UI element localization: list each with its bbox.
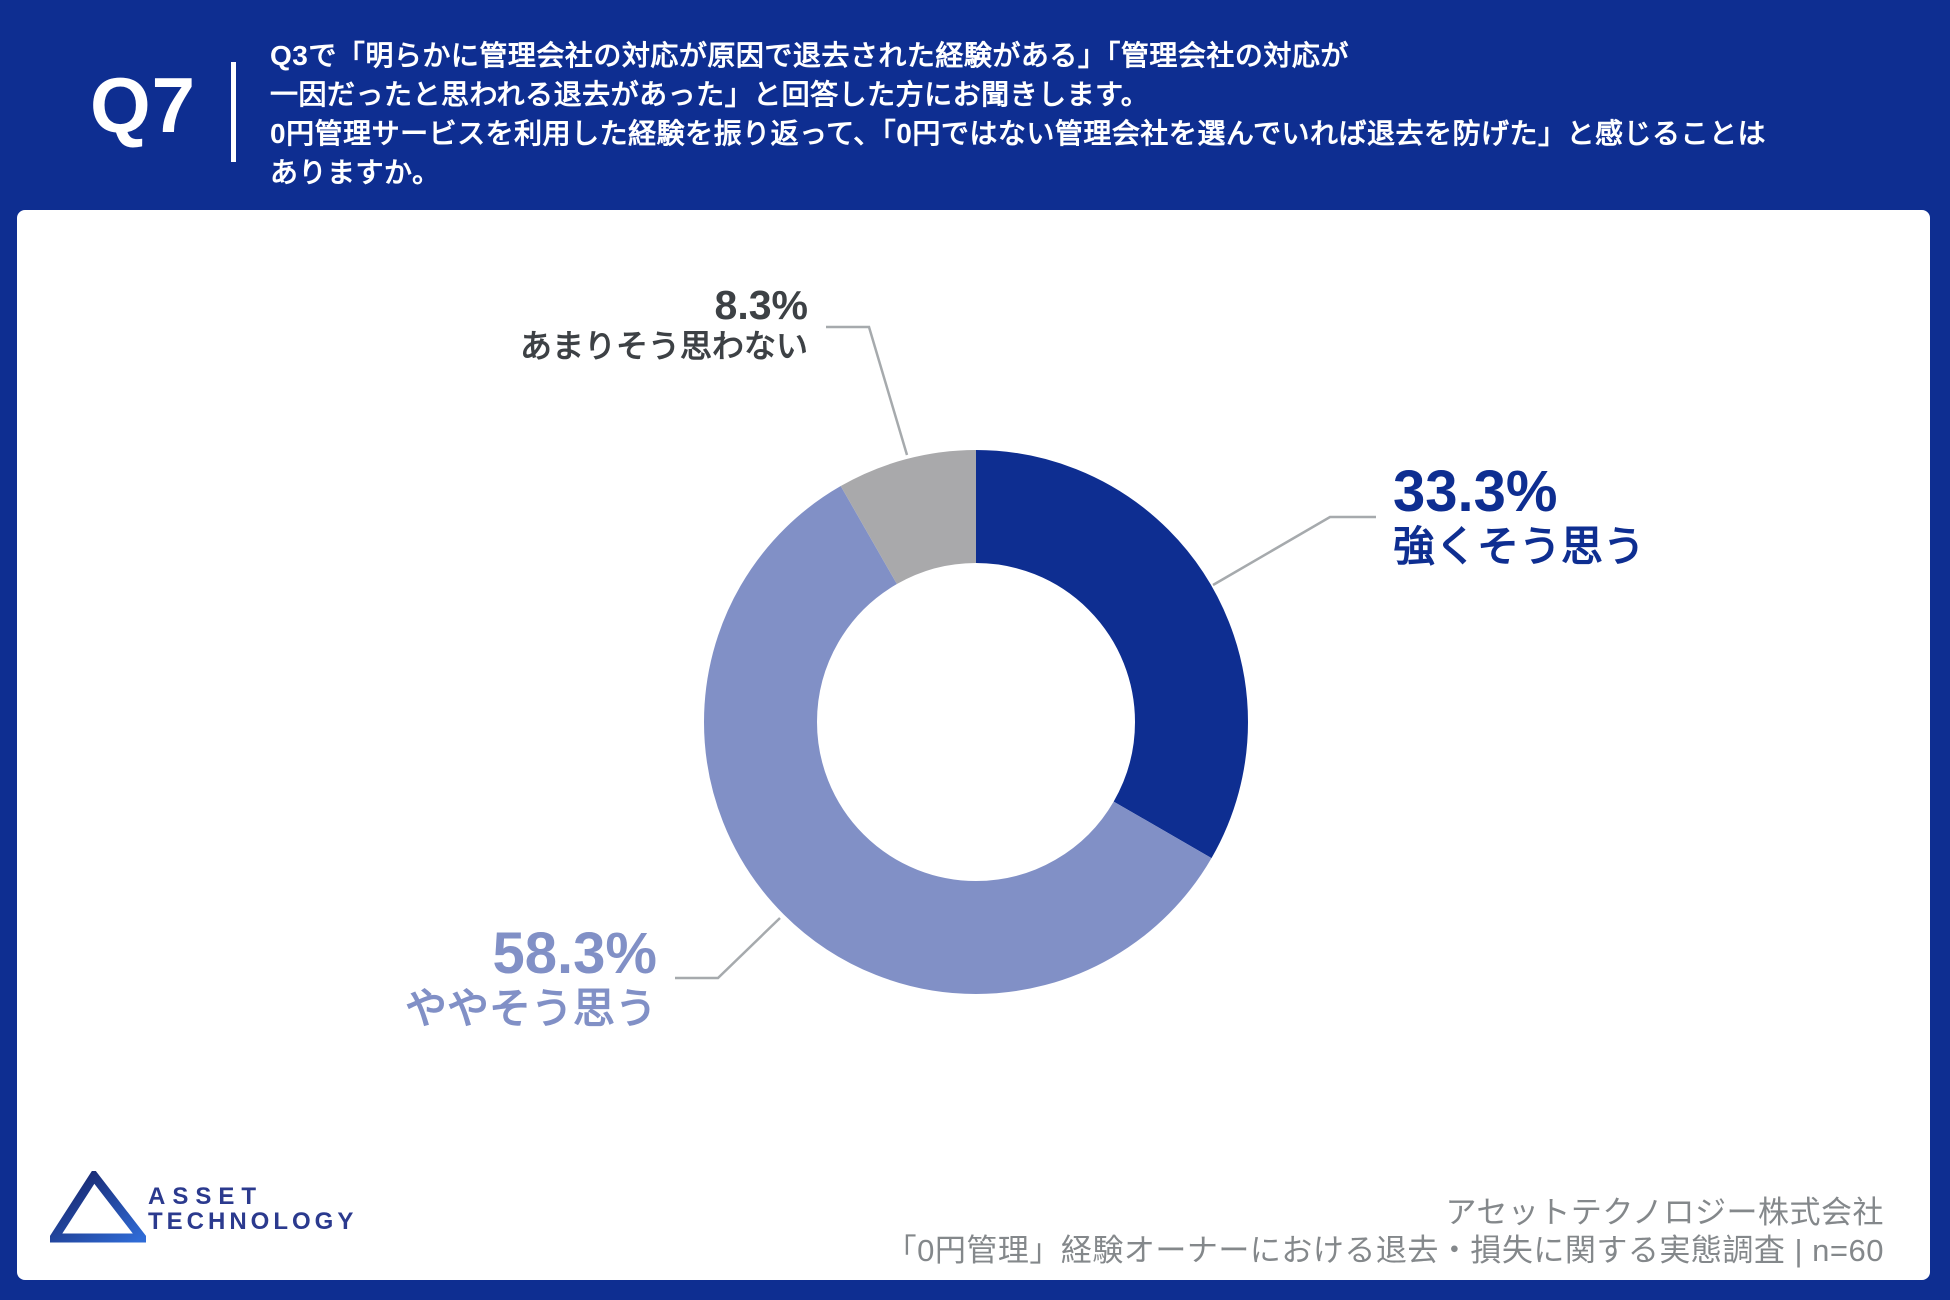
callout-percent: 33.3% — [1393, 459, 1558, 524]
callout-category: ややそう思う — [404, 985, 657, 1032]
callout-category: あまりそう思わない — [519, 328, 808, 364]
question-text-line: Q3で「明らかに管理会社の対応が原因で退去された経験がある」「管理会社の対応が — [270, 40, 1349, 71]
source-company: アセットテクノロジー株式会社 — [1445, 1195, 1884, 1230]
source-note: アセットテクノロジー株式会社 「0円管理」経験オーナーにおける退去・損失に関する… — [886, 1194, 1884, 1270]
question-number: Q7 — [90, 61, 197, 149]
logo-line2: TECHNOLOGY — [148, 1208, 358, 1235]
logo-line1: ASSET — [148, 1183, 264, 1210]
question-text-line: 一因だったと思われる退去があった」と回答した方にお聞きします。 — [270, 79, 1150, 110]
callout-not-agree: 8.3% あまりそう思わない — [520, 282, 808, 364]
source-survey: 「0円管理」経験オーナーにおける退去・損失に関する実態調査 | n=60 — [885, 1233, 1884, 1268]
callout-category: 強くそう思う — [1393, 523, 1646, 570]
callout-percent: 8.3% — [714, 282, 808, 328]
header-divider — [231, 62, 236, 162]
callout-strongly-agree: 33.3% 強くそう思う — [1393, 460, 1645, 570]
question-text-line: ありますか。 — [270, 157, 441, 188]
question-text-line: 0円管理サービスを利用した経験を振り返って、「0円ではない管理会社を選んでいれば… — [270, 118, 1766, 149]
logo-wordmark: ASSET TECHNOLOGY — [148, 1184, 357, 1234]
callout-somewhat-agree: 58.3% ややそう思う — [405, 922, 657, 1032]
logo-triangle-icon — [50, 1171, 146, 1243]
chart-panel — [17, 210, 1930, 1280]
question-text: Q3で「明らかに管理会社の対応が原因で退去された経験がある」「管理会社の対応が … — [270, 36, 1766, 192]
callout-percent: 58.3% — [492, 921, 657, 986]
company-logo: ASSET TECHNOLOGY — [50, 1168, 470, 1258]
